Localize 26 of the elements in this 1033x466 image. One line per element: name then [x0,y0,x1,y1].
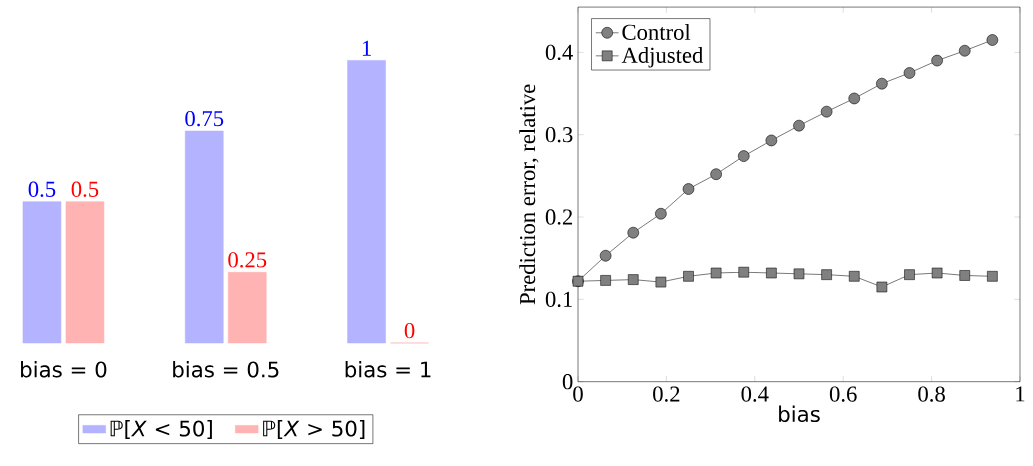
data-label: 0 [404,322,415,339]
y-tick-label: 0.2 [545,209,573,225]
x-tick-label: bias = 0.5 [173,361,279,378]
y-axis-title: Prediction error, relative [519,84,539,305]
data-label: 0.5 [28,181,56,197]
x-tick-label: 0.6 [829,386,857,402]
data-label: 0.25 [228,252,267,268]
x-tick-label: bias = 0 [21,361,107,378]
data-label: 1 [362,40,371,56]
legend-label: Control [622,23,691,40]
x-tick-label: 0 [573,386,583,402]
x-tick-label: 0.4 [741,386,769,402]
y-tick-label: 0 [562,374,573,390]
x-axis-title: bias [779,405,820,423]
y-tick-label: 0.4 [545,44,573,61]
legend-label: ℙ[X > 50] [263,420,365,440]
y-tick-label: 0.3 [545,127,573,143]
legend-label: Adjusted [621,46,704,68]
x-tick-label: 0.8 [918,386,945,402]
x-tick-label: bias = 1 [345,361,431,378]
x-tick-label: 1 [1016,386,1025,402]
y-tick-label: 0.1 [545,291,572,308]
x-tick-label: 0.2 [653,386,680,402]
legend-label: ℙ[X < 50] [110,420,212,440]
data-label: 0.75 [185,110,224,127]
data-label: 0.5 [71,181,99,197]
